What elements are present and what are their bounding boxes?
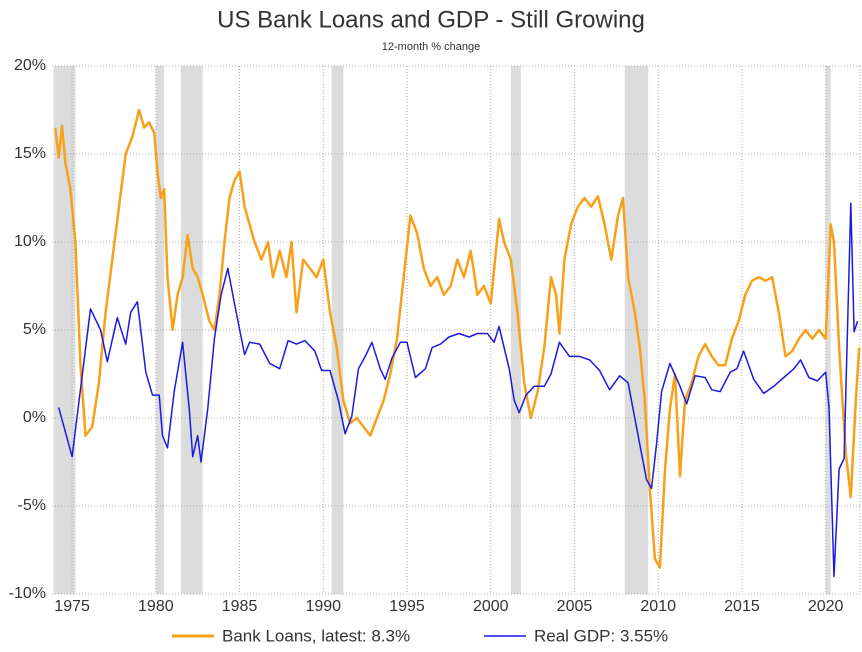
- x-tick-label: 1980: [138, 598, 174, 615]
- x-tick-label: 1975: [54, 598, 90, 615]
- y-tick-label: 20%: [14, 57, 46, 74]
- series-line: [54, 108, 861, 569]
- x-tick-label: 1990: [305, 598, 341, 615]
- x-tick-label: 2015: [724, 598, 760, 615]
- y-tick-label: -5%: [18, 497, 46, 514]
- x-tick-label: 2005: [557, 598, 593, 615]
- recession-band: [825, 66, 831, 594]
- x-tick-label: 2020: [808, 598, 844, 615]
- legend-label: Bank Loans, latest: 8.3%: [222, 626, 410, 645]
- series-line: [57, 202, 859, 578]
- x-tick-label: 1985: [222, 598, 258, 615]
- recession-band: [180, 66, 203, 594]
- x-tick-label: 2000: [473, 598, 509, 615]
- y-tick-label: -10%: [9, 585, 46, 602]
- y-tick-label: 15%: [14, 145, 46, 162]
- chart-title: US Bank Loans and GDP - Still Growing: [217, 6, 645, 33]
- recession-band: [510, 66, 521, 594]
- x-tick-label: 1995: [389, 598, 425, 615]
- y-tick-label: 10%: [14, 233, 46, 250]
- y-tick-label: 0%: [23, 409, 46, 426]
- chart-subtitle: 12-month % change: [382, 41, 480, 53]
- y-tick-label: 5%: [23, 321, 46, 338]
- x-tick-label: 2010: [640, 598, 676, 615]
- legend-label: Real GDP: 3.55%: [534, 626, 668, 645]
